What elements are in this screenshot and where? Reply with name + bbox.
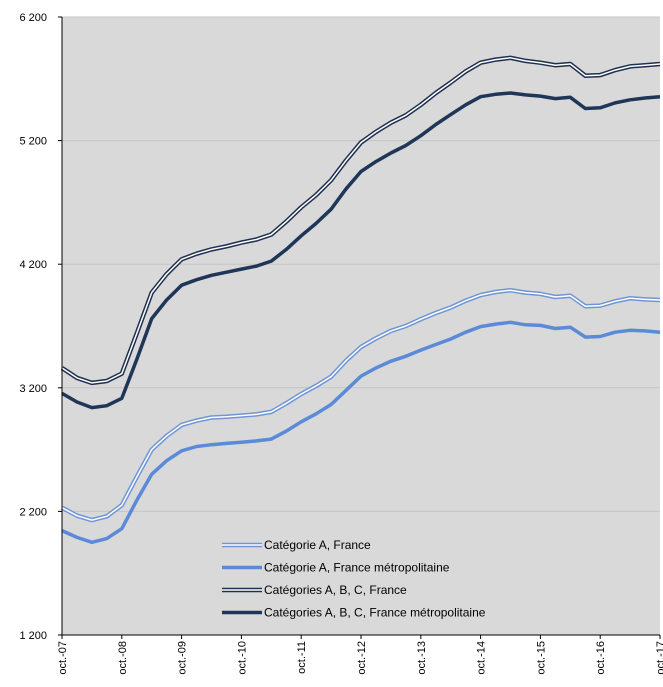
series-line (61, 320, 661, 545)
x-tick-label: oct.-09 (177, 641, 189, 675)
series-lines (60, 55, 661, 545)
plot-area (62, 17, 660, 635)
series-line-inner (61, 289, 661, 521)
y-tick-label: 3 200 (19, 383, 47, 395)
legend-label: Catégories A, B, C, France (264, 583, 407, 597)
x-tick-label: oct.-11 (296, 641, 308, 674)
x-tick-label: oct.-14 (476, 641, 488, 675)
legend-label: Catégories A, B, C, France métropolitain… (264, 606, 486, 620)
x-tick-label: oct.-16 (595, 641, 607, 675)
y-tick-label: 4 200 (19, 259, 47, 271)
x-tick-label: oct.-07 (57, 641, 69, 675)
series-2 (61, 320, 661, 545)
y-axis-tick-labels: 1 200 2 200 3 200 4 200 5 200 6 200 (19, 12, 47, 642)
x-tick-label: oct.-17 (655, 641, 663, 675)
series-line-inner (61, 57, 661, 384)
x-tick-label: oct.-15 (535, 641, 547, 675)
x-tick-label: oct.-12 (356, 641, 368, 675)
legend-item: Catégorie A, France (222, 538, 371, 552)
legend-item: Catégories A, B, C, France métropolitain… (222, 606, 486, 620)
y-tick-label: 5 200 (19, 136, 47, 148)
x-tick-label: oct.-13 (416, 641, 428, 675)
series-4 (61, 91, 661, 410)
series-line (61, 91, 661, 410)
legend-item: Catégories A, B, C, France (222, 583, 407, 597)
legend: Catégorie A, France Catégorie A, France m… (222, 538, 486, 620)
x-tick-label: oct.-10 (236, 641, 248, 675)
y-tick-label: 1 200 (19, 630, 47, 642)
series-1 (60, 287, 661, 523)
legend-label: Catégorie A, France métropolitaine (264, 561, 450, 575)
x-tick-label: oct.-08 (117, 641, 129, 675)
x-axis-tick-labels: oct.-07 oct.-08 oct.-09 oct.-10 oct.-11 oct.-… (57, 641, 663, 675)
axes (58, 16, 661, 639)
series-3 (60, 55, 661, 386)
y-tick-label: 6 200 (19, 12, 47, 24)
legend-item: Catégorie A, France métropolitaine (222, 561, 450, 575)
y-tick-label: 2 200 (19, 506, 47, 518)
legend-label: Catégorie A, France (264, 538, 371, 552)
